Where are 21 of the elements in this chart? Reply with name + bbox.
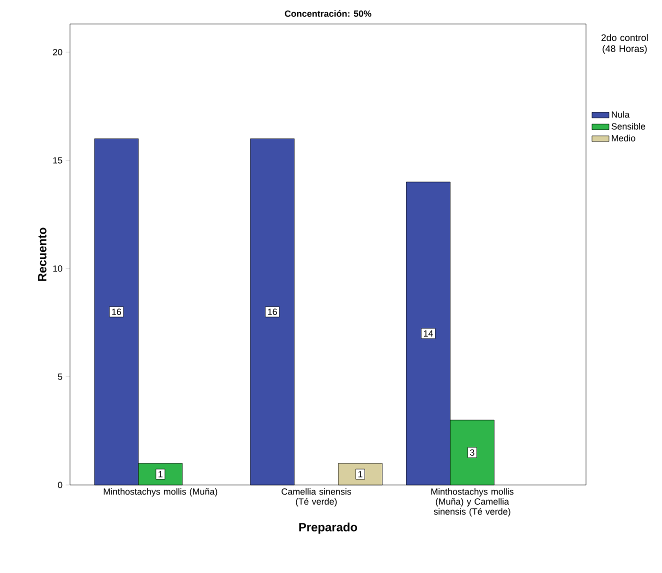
- x-tick-label: Minthostachys mollis (Muña) y Camellia sinensis (Té verde): [431, 488, 514, 516]
- data-label: 16: [112, 308, 122, 316]
- data-label: 1: [158, 471, 162, 478]
- y-axis-title: Recuento: [38, 228, 46, 281]
- x-tick-label: Minthostachys mollis (Muña): [104, 488, 218, 497]
- legend-title: 2do control (48 Horas): [602, 34, 648, 54]
- y-tick-label: 10: [53, 265, 62, 272]
- data-label: 1: [358, 471, 362, 478]
- y-tick-label: 0: [58, 482, 62, 488]
- data-label: 16: [268, 308, 277, 316]
- legend-label: Nula: [612, 111, 630, 118]
- chart-title: Concentración: 50%: [284, 10, 372, 17]
- y-tick-label: 5: [58, 374, 62, 380]
- legend-label: Sensible: [612, 122, 646, 130]
- y-tick-label: 20: [53, 48, 62, 56]
- x-axis-title: Preparado: [299, 522, 358, 534]
- y-tick-label: 15: [53, 157, 62, 164]
- data-label: 3: [470, 449, 474, 456]
- x-tick-label: Camellia sinensis (Té verde): [282, 488, 352, 506]
- data-label: 14: [424, 330, 433, 337]
- legend-label: Medio: [612, 134, 636, 142]
